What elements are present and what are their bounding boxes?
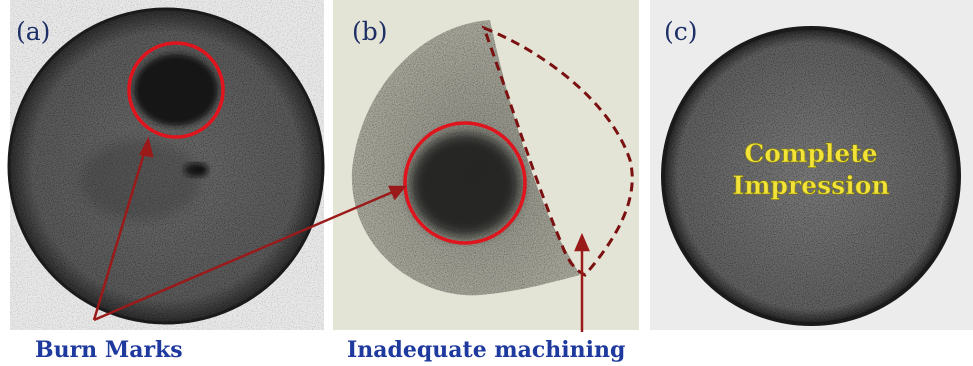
highlight-circle-b: [403, 121, 527, 245]
annotation-arrows: [92, 136, 590, 332]
unmachined-region-outline: [481, 25, 634, 277]
highlight-circle-a: [127, 41, 225, 139]
overlay-text-line-1: Complete: [744, 139, 877, 168]
panel-label-c: (c): [664, 17, 698, 46]
caption-inadequate-machining: Inadequate machining: [347, 337, 625, 363]
panel-c: Complete Impression (c): [650, 0, 973, 330]
caption-burn-marks: Burn Marks: [35, 337, 183, 363]
arrowhead-inadequate: [574, 232, 590, 252]
panel-label-a: (a): [16, 17, 50, 46]
disc-edge-a: [7, 7, 325, 325]
overlay-text-line-2: Impression: [732, 171, 889, 200]
arrow-burn-to-a: [92, 139, 150, 321]
panel-a: (a): [7, 0, 325, 330]
panel-b: (b): [333, 0, 639, 330]
panel-label-b: (b): [352, 17, 388, 46]
arrow-burn-to-b: [93, 186, 403, 322]
burn-mark-b: [410, 133, 520, 237]
arrowhead-b: [388, 185, 407, 201]
disc-edge-c: [661, 26, 961, 326]
arrowhead-a: [139, 136, 154, 158]
burn-mark-a: [134, 54, 218, 126]
